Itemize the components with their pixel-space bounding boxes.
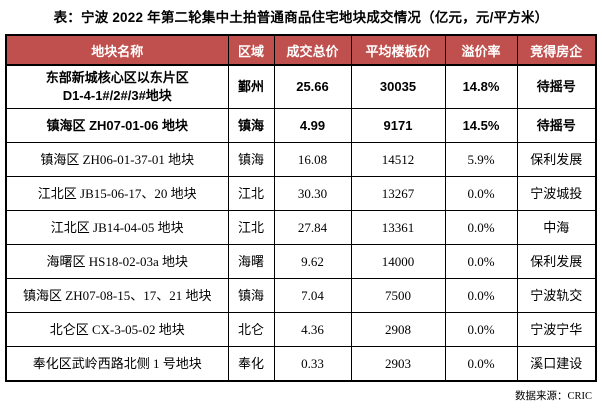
table-row: 北仑区 CX-3-05-02 地块 北仑 4.36 2908 0.0% 宁波宁华	[5, 312, 597, 347]
cell-winner: 宁波城投	[516, 176, 597, 211]
cell-premium-rate: 14.5%	[444, 108, 518, 143]
cell-premium-rate: 0.0%	[444, 278, 518, 313]
cell-premium-rate: 5.9%	[444, 142, 518, 177]
table-row: 海曙区 HS18-02-03a 地块 海曙 9.62 14000 0.0% 保利…	[5, 244, 597, 279]
cell-winner: 待摇号	[516, 64, 597, 109]
cell-avg-floor-price: 9171	[350, 108, 446, 143]
table-body: 东部新城核心区以东片区 D1-4-1#/2#/3#地块 鄞州 25.66 300…	[5, 64, 597, 382]
cell-region: 镇海	[227, 108, 275, 143]
cell-total-price: 16.08	[273, 142, 352, 177]
cell-total-price: 27.84	[273, 210, 352, 245]
col-header-total-price: 成交总价	[273, 34, 352, 66]
cell-premium-rate: 14.8%	[444, 64, 518, 109]
cell-plot-name: 东部新城核心区以东片区 D1-4-1#/2#/3#地块	[5, 64, 229, 109]
col-header-winner: 竞得房企	[516, 34, 597, 66]
cell-avg-floor-price: 2908	[350, 312, 446, 347]
cell-region: 北仑	[227, 312, 275, 347]
cell-total-price: 4.36	[273, 312, 352, 347]
cell-total-price: 4.99	[273, 108, 352, 143]
col-header-premium-rate: 溢价率	[444, 34, 518, 66]
cell-region: 镇海	[227, 142, 275, 177]
header-row: 地块名称 区域 成交总价 平均楼板价 溢价率 竞得房企	[5, 34, 597, 66]
cell-total-price: 0.33	[273, 346, 352, 382]
cell-winner: 宁波轨交	[516, 278, 597, 313]
col-header-avg-floor-price: 平均楼板价	[350, 34, 446, 66]
page-title: 表：宁波 2022 年第二轮集中土拍普通商品住宅地块成交情况（亿元，元/平方米）	[53, 10, 549, 25]
cell-plot-name: 奉化区武岭西路北侧 1 号地块	[5, 346, 229, 382]
cell-premium-rate: 0.0%	[444, 244, 518, 279]
cell-plot-name: 江北区 JB15-06-17、20 地块	[5, 176, 229, 211]
cell-avg-floor-price: 14000	[350, 244, 446, 279]
cell-total-price: 25.66	[273, 64, 352, 109]
data-source-note: 数据来源：CRIC	[514, 391, 592, 402]
cell-plot-name: 镇海区 ZH06-01-37-01 地块	[5, 142, 229, 177]
cell-avg-floor-price: 30035	[350, 64, 446, 109]
table-row: 镇海区 ZH07-01-06 地块 镇海 4.99 9171 14.5% 待摇号	[5, 108, 597, 143]
cell-plot-name: 北仑区 CX-3-05-02 地块	[5, 312, 229, 347]
table-row: 江北区 JB15-06-17、20 地块 江北 30.30 13267 0.0%…	[5, 176, 597, 211]
cell-winner: 保利发展	[516, 244, 597, 279]
table-row: 镇海区 ZH07-08-15、17、21 地块 镇海 7.04 7500 0.0…	[5, 278, 597, 313]
cell-total-price: 9.62	[273, 244, 352, 279]
cell-region: 海曙	[227, 244, 275, 279]
col-header-plot-name: 地块名称	[5, 34, 229, 66]
cell-avg-floor-price: 14512	[350, 142, 446, 177]
cell-region: 奉化	[227, 346, 275, 382]
cell-winner: 待摇号	[516, 108, 597, 143]
land-transactions-table: 地块名称 区域 成交总价 平均楼板价 溢价率 竞得房企 东部新城核心区以东片区 …	[5, 34, 597, 382]
cell-winner: 保利发展	[516, 142, 597, 177]
col-header-region: 区域	[227, 34, 275, 66]
cell-plot-name: 镇海区 ZH07-08-15、17、21 地块	[5, 278, 229, 313]
cell-winner: 中海	[516, 210, 597, 245]
cell-premium-rate: 0.0%	[444, 210, 518, 245]
cell-total-price: 30.30	[273, 176, 352, 211]
cell-region: 江北	[227, 176, 275, 211]
cell-premium-rate: 0.0%	[444, 312, 518, 347]
cell-avg-floor-price: 2903	[350, 346, 446, 382]
table-row: 江北区 JB14-04-05 地块 江北 27.84 13361 0.0% 中海	[5, 210, 597, 245]
cell-region: 鄞州	[227, 64, 275, 109]
cell-avg-floor-price: 13267	[350, 176, 446, 211]
table-row: 镇海区 ZH06-01-37-01 地块 镇海 16.08 14512 5.9%…	[5, 142, 597, 177]
cell-region: 镇海	[227, 278, 275, 313]
table-row: 奉化区武岭西路北侧 1 号地块 奉化 0.33 2903 0.0% 溪口建设	[5, 346, 597, 382]
cell-avg-floor-price: 13361	[350, 210, 446, 245]
cell-premium-rate: 0.0%	[444, 346, 518, 382]
cell-plot-name: 镇海区 ZH07-01-06 地块	[5, 108, 229, 143]
cell-winner: 溪口建设	[516, 346, 597, 382]
cell-avg-floor-price: 7500	[350, 278, 446, 313]
cell-plot-name: 海曙区 HS18-02-03a 地块	[5, 244, 229, 279]
cell-plot-name: 江北区 JB14-04-05 地块	[5, 210, 229, 245]
cell-premium-rate: 0.0%	[444, 176, 518, 211]
cell-winner: 宁波宁华	[516, 312, 597, 347]
cell-total-price: 7.04	[273, 278, 352, 313]
cell-region: 江北	[227, 210, 275, 245]
table-row: 东部新城核心区以东片区 D1-4-1#/2#/3#地块 鄞州 25.66 300…	[5, 64, 597, 109]
